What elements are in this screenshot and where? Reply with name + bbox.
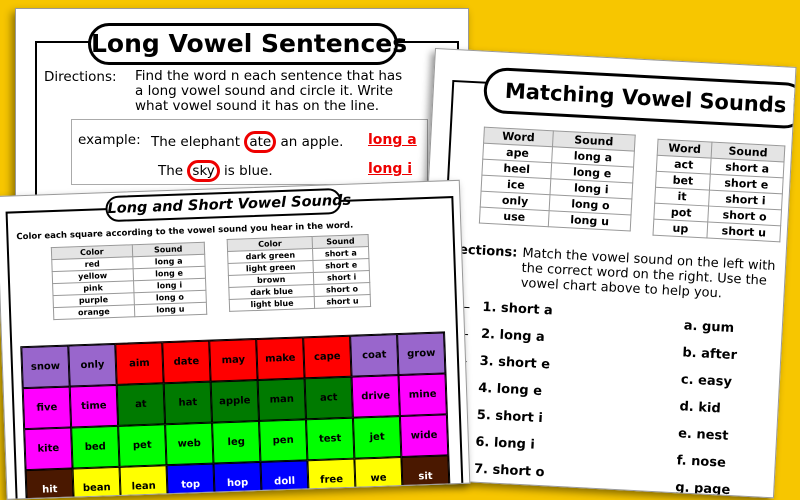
grid-cell: only bbox=[68, 343, 117, 387]
table-cell: use bbox=[479, 207, 550, 227]
grid-cell: five bbox=[22, 386, 72, 430]
grid-cell: mine bbox=[398, 373, 447, 417]
matching-items: 1. short a 2. long a 3. short e 4. long e 5.… bbox=[435, 49, 796, 498]
directions-text: Find the word n each sentence that has a… bbox=[135, 68, 403, 114]
grid-cell: at bbox=[116, 383, 166, 426]
word-sound-table-long: Word Sound ape long a heel long e ice long i onl… bbox=[479, 127, 636, 232]
grid-cell: act bbox=[304, 376, 353, 420]
grid-cell: time bbox=[69, 384, 119, 428]
grid-cell: hat bbox=[163, 381, 213, 425]
worksheet-title: Long Vowel Sentences bbox=[88, 23, 407, 65]
matching-choice: d. kid bbox=[679, 399, 722, 417]
matching-choice: e. nest bbox=[677, 426, 729, 444]
worksheet-matching-vowel-sounds: Matching Vowel Sounds Word Sound ape long a… bbox=[412, 48, 797, 499]
example-sentence: The elephant ate an apple. bbox=[151, 131, 343, 153]
grid-cell: test bbox=[305, 417, 355, 461]
directions-label: Directions: bbox=[44, 69, 117, 85]
sentence-text: The bbox=[158, 163, 188, 179]
grid-cell: may bbox=[209, 339, 258, 382]
grid-cell: lean bbox=[119, 465, 168, 500]
worksheet-long-and-short-vowel-sounds: Long and Short Vowel Sounds Color each s… bbox=[0, 179, 471, 500]
grid-cell: snow bbox=[21, 345, 70, 389]
grid-cell: jet bbox=[352, 416, 402, 459]
circled-word: ate bbox=[244, 131, 277, 153]
grid-cell: pet bbox=[118, 424, 167, 467]
example-box: example: The elephant ate an apple. long… bbox=[71, 119, 428, 185]
grid-cell: free bbox=[307, 458, 356, 500]
table-cell: short u bbox=[314, 294, 371, 309]
example-label: example: bbox=[78, 132, 141, 148]
grid-cell: coat bbox=[350, 334, 399, 377]
example-answer: long a bbox=[368, 132, 417, 148]
table-cell: long u bbox=[133, 302, 207, 317]
grid-cell: leg bbox=[212, 420, 261, 464]
table-cell: short u bbox=[707, 222, 781, 242]
grid-cell: top bbox=[166, 463, 215, 500]
grid-cell: kite bbox=[24, 427, 73, 471]
grid-cell: cape bbox=[303, 335, 352, 379]
word-sound-table-short: Word Sound act short a bet short e it short i po… bbox=[652, 139, 785, 243]
grid-cell: sit bbox=[401, 455, 450, 498]
example-sentence: The sky is blue. bbox=[158, 160, 273, 182]
color-sound-table-long: Color Sound red long a yellow long e pink long … bbox=[51, 242, 207, 320]
grid-cell: hop bbox=[213, 461, 262, 500]
grid-cell: aim bbox=[115, 342, 164, 385]
sentence-text: The elephant bbox=[151, 134, 245, 150]
matching-choice: c. easy bbox=[680, 372, 733, 390]
example-answer: long i bbox=[368, 161, 413, 177]
table-cell: up bbox=[653, 219, 708, 238]
grid-cell: bean bbox=[72, 466, 121, 500]
grid-cell: doll bbox=[260, 460, 309, 500]
grid-cell: hit bbox=[25, 468, 74, 500]
table-cell: light blue bbox=[229, 296, 315, 312]
grid-cell: apple bbox=[210, 379, 260, 423]
grid-cell: we bbox=[354, 457, 403, 500]
grid-cell: make bbox=[256, 337, 305, 380]
table-cell: orange bbox=[53, 304, 135, 320]
matching-item: 6. long i bbox=[475, 434, 536, 453]
grid-cell: date bbox=[162, 340, 211, 384]
grid-cell: pen bbox=[259, 419, 308, 462]
grid-cell: grow bbox=[397, 332, 446, 376]
matching-choice: f. nose bbox=[676, 453, 727, 471]
circled-word: sky bbox=[187, 160, 220, 182]
grid-cell: web bbox=[165, 422, 214, 466]
grid-cell: bed bbox=[71, 425, 120, 469]
matching-choice: b. after bbox=[681, 345, 738, 364]
grid-cell: wide bbox=[399, 414, 449, 458]
color-sound-table-short: Color Sound dark green short a light green sh… bbox=[227, 234, 371, 312]
matching-choice: a. gum bbox=[683, 318, 735, 337]
color-grid: snow only aim date may make cape coat grow five ti… bbox=[20, 331, 451, 500]
grid-cell: drive bbox=[351, 375, 400, 418]
grid-cell: man bbox=[257, 378, 306, 421]
matching-choice: g. page bbox=[674, 480, 731, 499]
sentence-text: an apple. bbox=[276, 134, 344, 150]
sentence-text: is blue. bbox=[219, 163, 273, 179]
